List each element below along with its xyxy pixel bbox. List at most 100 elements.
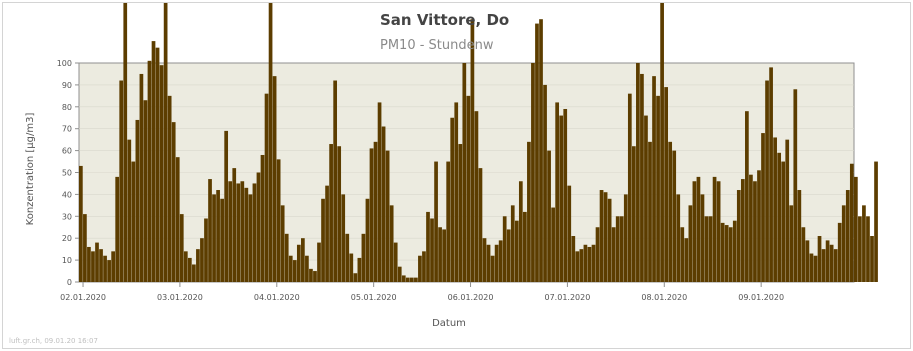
bar [175, 157, 180, 282]
bar [99, 249, 103, 282]
bar [486, 244, 491, 282]
bar [627, 93, 632, 282]
bar [498, 240, 503, 282]
bar [151, 41, 156, 282]
bar [579, 249, 584, 282]
bar [575, 251, 580, 282]
bar [103, 255, 107, 282]
bar [841, 205, 846, 282]
bar [555, 102, 560, 282]
bar [301, 238, 305, 282]
bar [212, 194, 216, 282]
x-tick-label: 09.01.2020 [738, 293, 784, 302]
bar [829, 244, 834, 282]
bar [837, 222, 842, 282]
chart-title: San Vittore, Do [380, 11, 509, 29]
chart: 0 10 20 30 40 50 60 70 80 90 100 02.01.2020 03.01.20… [9, 3, 878, 345]
y-tick-label: 90 [62, 81, 72, 90]
bar [171, 122, 176, 282]
bar [159, 65, 164, 282]
bar [793, 89, 798, 282]
bar [757, 170, 761, 282]
x-axis-label: Datum [432, 318, 466, 329]
bar [567, 185, 572, 282]
bar [474, 111, 479, 283]
bar [87, 246, 91, 282]
bar [409, 277, 414, 282]
bar [83, 214, 87, 282]
bar [353, 273, 358, 282]
bar [539, 19, 543, 282]
y-tick-label: 70 [62, 125, 72, 134]
bar [414, 277, 418, 282]
bar [200, 238, 204, 282]
bar [712, 176, 717, 282]
bar [708, 216, 713, 282]
bar [131, 161, 136, 282]
bar [664, 87, 668, 282]
bar [329, 144, 333, 282]
bar [563, 108, 568, 283]
bar [704, 216, 709, 282]
bar [163, 3, 168, 282]
bar [740, 179, 745, 282]
bar [648, 141, 652, 282]
bar [462, 63, 467, 282]
bar [603, 192, 608, 282]
bar [179, 214, 184, 282]
bar [858, 216, 862, 282]
bar [438, 227, 442, 282]
bar [753, 181, 757, 282]
bar [623, 194, 628, 282]
bar [514, 220, 519, 282]
bar [147, 60, 152, 283]
bar [272, 76, 277, 282]
y-tick-label: 30 [62, 212, 72, 221]
bar [652, 76, 656, 282]
bar [458, 144, 463, 282]
bar [720, 222, 725, 282]
footer-timestamp: luft.gr.ch, 09.01.20 16:07 [9, 337, 98, 345]
bar [862, 205, 866, 282]
bar [232, 168, 237, 282]
bar [543, 84, 547, 283]
bar [240, 181, 245, 282]
bar [377, 102, 382, 282]
bar [470, 19, 475, 282]
bar [660, 3, 664, 282]
bar [680, 227, 685, 282]
bar [309, 268, 313, 282]
y-tick-label: 20 [62, 234, 72, 243]
bar [426, 211, 430, 282]
y-tick-label: 50 [62, 169, 72, 178]
bar [305, 255, 309, 282]
bar [583, 244, 588, 282]
bar [244, 187, 249, 282]
bar [333, 80, 338, 283]
bar [405, 277, 410, 282]
bar [817, 236, 822, 282]
bar [321, 198, 325, 282]
bar [373, 141, 378, 282]
bar [389, 205, 394, 282]
bar [849, 163, 854, 282]
bar [547, 150, 551, 282]
bar [111, 251, 115, 282]
bar [765, 80, 769, 283]
bar [478, 168, 483, 282]
bar [506, 229, 511, 282]
bar [866, 216, 870, 282]
bar [369, 148, 374, 282]
bar [854, 176, 858, 282]
bar [292, 260, 297, 282]
bar [450, 117, 455, 282]
bar [502, 216, 507, 282]
bar [135, 119, 140, 282]
bar [260, 154, 265, 282]
bar [422, 251, 426, 282]
y-tick-label: 100 [57, 59, 72, 68]
bar [587, 246, 592, 282]
bar [531, 63, 535, 282]
bar [115, 176, 120, 282]
bar [518, 181, 523, 282]
